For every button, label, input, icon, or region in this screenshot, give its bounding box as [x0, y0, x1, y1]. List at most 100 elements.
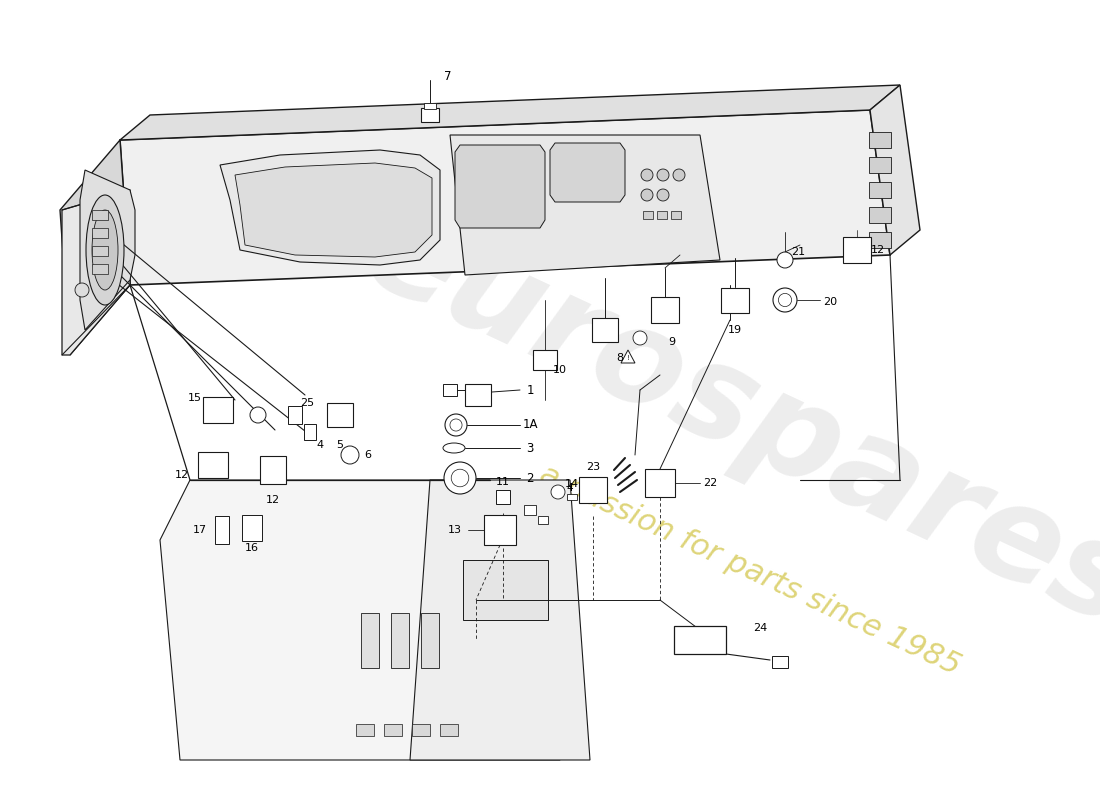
Bar	[592, 318, 618, 342]
Text: 9: 9	[669, 337, 675, 347]
Circle shape	[657, 169, 669, 181]
Text: eurospares: eurospares	[345, 186, 1100, 654]
Bar	[92, 228, 108, 238]
Bar	[496, 490, 510, 504]
Text: !: !	[627, 355, 629, 361]
Bar	[242, 515, 262, 541]
Circle shape	[657, 189, 669, 201]
Bar	[534, 350, 557, 370]
Bar	[869, 232, 891, 248]
Bar	[92, 246, 108, 256]
Bar	[465, 384, 491, 406]
Bar	[869, 157, 891, 173]
Circle shape	[673, 169, 685, 181]
Text: 1: 1	[526, 383, 534, 397]
Text: 4: 4	[566, 483, 573, 493]
Text: 15: 15	[188, 393, 202, 403]
Bar	[390, 613, 409, 667]
Text: a passion for parts since 1985: a passion for parts since 1985	[535, 459, 965, 681]
Bar	[644, 211, 653, 219]
Bar	[92, 210, 108, 220]
Text: 24: 24	[752, 623, 767, 633]
Bar	[651, 297, 679, 323]
Polygon shape	[550, 143, 625, 202]
Bar	[92, 264, 108, 274]
Ellipse shape	[443, 443, 465, 453]
Ellipse shape	[92, 210, 118, 290]
Bar	[288, 406, 302, 424]
Bar	[214, 516, 229, 544]
Bar	[772, 656, 788, 668]
Bar	[361, 613, 379, 667]
Bar	[412, 724, 430, 736]
Circle shape	[632, 331, 647, 345]
Text: 7: 7	[444, 70, 452, 82]
Bar	[356, 724, 374, 736]
Text: 20: 20	[823, 297, 837, 307]
Bar	[198, 452, 228, 478]
Circle shape	[451, 469, 469, 486]
Text: 4: 4	[317, 440, 323, 450]
Text: 17: 17	[192, 525, 207, 535]
Bar	[674, 626, 726, 654]
Circle shape	[641, 189, 653, 201]
Text: 12: 12	[175, 470, 189, 480]
Text: 16: 16	[245, 543, 258, 553]
Polygon shape	[60, 140, 130, 355]
Circle shape	[779, 294, 792, 306]
Circle shape	[446, 414, 468, 436]
Bar	[671, 211, 681, 219]
Text: 25: 25	[300, 398, 315, 408]
Polygon shape	[80, 170, 135, 330]
Bar	[869, 182, 891, 198]
Circle shape	[250, 407, 266, 423]
Bar	[462, 560, 548, 620]
Bar	[484, 515, 516, 545]
Circle shape	[444, 462, 476, 494]
Bar	[421, 108, 439, 122]
Bar	[645, 469, 675, 497]
Bar	[720, 287, 749, 313]
Circle shape	[641, 169, 653, 181]
Text: 8: 8	[616, 353, 624, 363]
Text: 1A: 1A	[522, 418, 538, 431]
Text: 19: 19	[728, 325, 743, 335]
Bar	[657, 211, 667, 219]
Bar	[421, 613, 439, 667]
Text: 11: 11	[496, 477, 510, 487]
Bar	[538, 516, 548, 524]
Polygon shape	[235, 163, 432, 257]
Polygon shape	[621, 350, 635, 363]
Polygon shape	[62, 190, 130, 355]
Bar	[440, 724, 458, 736]
Bar	[843, 237, 871, 263]
Circle shape	[773, 288, 798, 312]
Polygon shape	[160, 480, 560, 760]
Bar	[524, 505, 536, 515]
Text: 21: 21	[791, 247, 805, 257]
Polygon shape	[120, 110, 890, 285]
Polygon shape	[220, 150, 440, 265]
Text: 10: 10	[553, 365, 566, 375]
Text: 22: 22	[703, 478, 717, 488]
Polygon shape	[870, 85, 920, 255]
Text: 12: 12	[266, 495, 280, 505]
Bar	[424, 103, 436, 109]
Bar	[304, 424, 316, 440]
Circle shape	[75, 283, 89, 297]
Circle shape	[777, 252, 793, 268]
Bar	[869, 207, 891, 223]
Text: 6: 6	[364, 450, 372, 460]
Bar	[869, 132, 891, 148]
Text: 5: 5	[337, 440, 343, 450]
Text: 14: 14	[565, 479, 579, 489]
Polygon shape	[410, 480, 590, 760]
Text: 23: 23	[586, 462, 601, 472]
Bar	[384, 724, 402, 736]
Polygon shape	[455, 145, 544, 228]
Text: 3: 3	[526, 442, 534, 454]
Circle shape	[551, 485, 565, 499]
Bar	[260, 456, 286, 484]
Circle shape	[450, 419, 462, 431]
Bar	[204, 397, 233, 423]
